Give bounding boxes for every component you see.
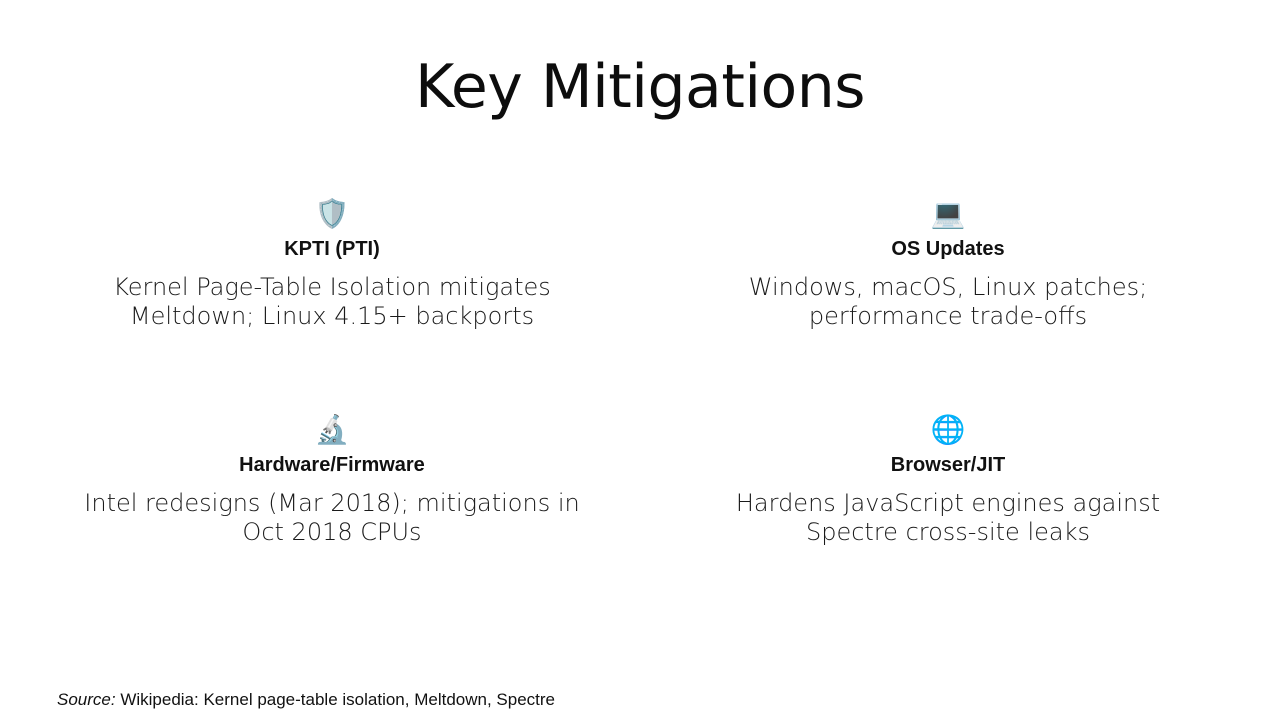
card-text: Kernel Page-Table Isolation mitigates Me… [113, 273, 551, 330]
mitigation-card-kpti: 🛡️ KPTI (PTI) Kernel Page-Table Isolatio… [72, 196, 592, 331]
source-label: Source: [57, 690, 116, 709]
laptop-icon: 💻 [930, 198, 966, 229]
card-heading: Browser/JIT [890, 454, 1006, 476]
mitigation-card-os-updates: 💻 OS Updates Windows, macOS, Linux patch… [688, 196, 1208, 331]
card-heading: OS Updates [891, 238, 1005, 260]
shield-icon: 🛡️ [314, 198, 350, 229]
card-text: Windows, macOS, Linux patches; performan… [748, 273, 1148, 330]
slide-title: Key Mitigations [414, 52, 866, 122]
mitigation-card-hardware: 🔬 Hardware/Firmware Intel redesigns (Mar… [72, 412, 592, 547]
source-citation: Source: Wikipedia: Kernel page-table iso… [57, 690, 555, 710]
card-text: Hardens JavaScript engines against Spect… [735, 489, 1161, 546]
source-text: Wikipedia: Kernel page-table isolation, … [115, 690, 555, 709]
card-heading: KPTI (PTI) [284, 238, 380, 260]
mitigation-card-browser: 🌐 Browser/JIT Hardens JavaScript engines… [688, 412, 1208, 547]
microscope-icon: 🔬 [314, 414, 350, 445]
card-heading: Hardware/Firmware [239, 454, 425, 476]
globe-icon: 🌐 [930, 414, 966, 445]
card-text: Intel redesigns (Mar 2018); mitigations … [84, 489, 580, 546]
